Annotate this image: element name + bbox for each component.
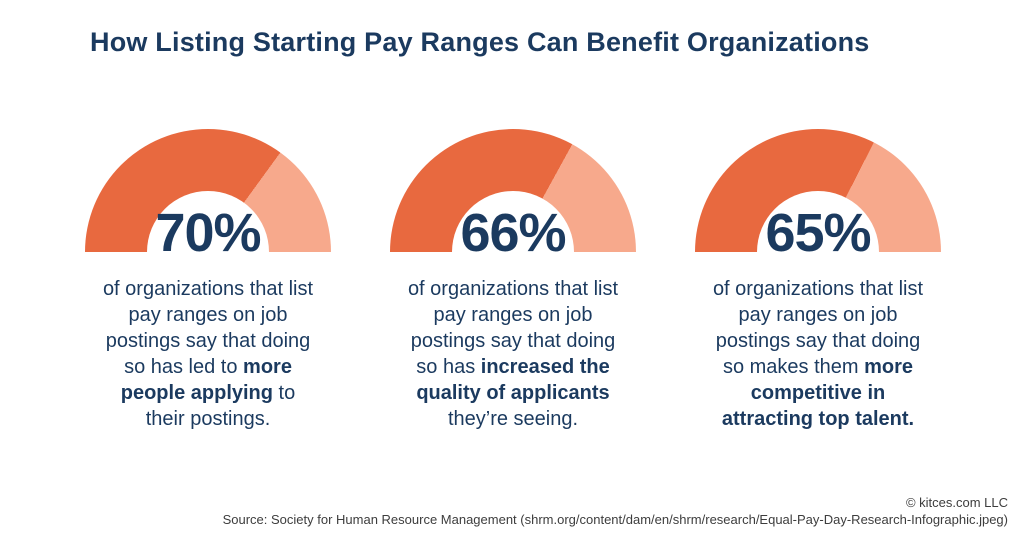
gauge-description: of organizations that list pay ranges on…: [102, 278, 314, 430]
gauge-chart: 66%: [390, 129, 636, 263]
page-title: How Listing Starting Pay Ranges Can Bene…: [90, 27, 870, 57]
gauge-value-label: 65%: [765, 203, 871, 263]
gauge-cards-row: 70% of organizations that list pay range…: [80, 129, 946, 432]
copyright-text: © kitces.com LLC: [905, 495, 1008, 510]
footer: © kitces.com LLC Source: Society for Hum…: [223, 494, 1008, 528]
gauge-card-66: 66% of organizations that list pay range…: [385, 129, 641, 432]
gauge-card-65: 65% of organizations that list pay range…: [690, 129, 946, 432]
gauge-card-70: 70% of organizations that list pay range…: [80, 129, 336, 432]
source-text: Source: Society for Human Resource Manag…: [222, 512, 1008, 527]
gauge-description: of organizations that list pay ranges on…: [407, 278, 619, 430]
gauge-value-label: 70%: [155, 203, 261, 263]
gauge-chart: 65%: [695, 129, 941, 263]
gauge-description: of organizations that list pay ranges on…: [712, 278, 924, 430]
gauge-value-label: 66%: [460, 203, 566, 263]
gauge-chart: 70%: [85, 129, 331, 263]
